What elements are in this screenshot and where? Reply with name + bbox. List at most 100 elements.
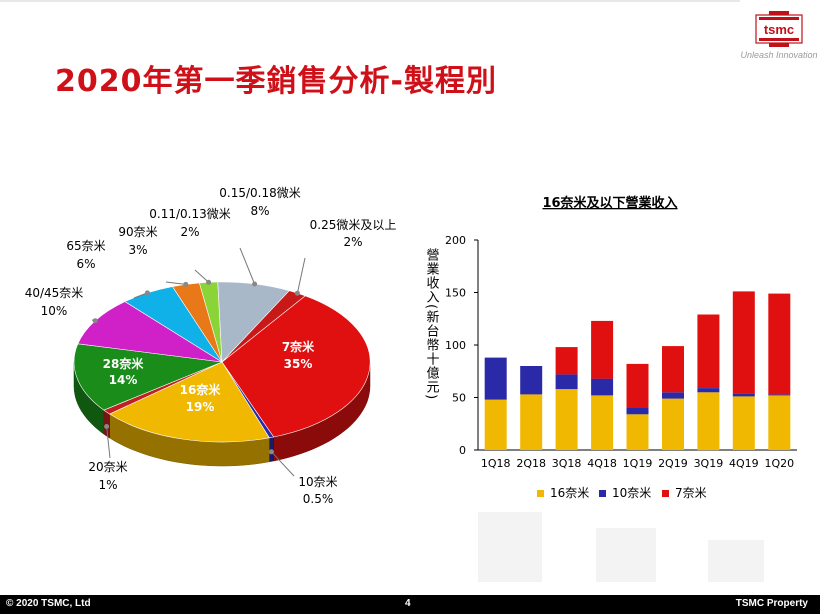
pie-slice-n7 xyxy=(221,295,371,438)
x-tick-label-2Q19: 2Q19 xyxy=(658,457,688,470)
bar-10nm-1Q20 xyxy=(768,394,791,396)
bar-16nm-3Q19 xyxy=(697,392,720,451)
bar-10nm-4Q19 xyxy=(732,393,755,397)
pie-label-n90-name: 90奈米 xyxy=(118,225,157,239)
bar-chart: 16奈米及以下營業收入 營業收入(新台幣十億元) 0 50 100 150 200 1Q… xyxy=(424,195,797,500)
page-title: 2020年第一季銷售分析-製程別 xyxy=(55,64,497,99)
pie-label-n10-name: 10奈米 xyxy=(298,475,337,489)
bar-16nm-1Q19 xyxy=(626,414,649,450)
pie-label-n011-pct: 2% xyxy=(180,225,199,239)
pie-label-n7-pct: 35% xyxy=(284,357,313,371)
pie-label-n10-pct: 0.5% xyxy=(303,492,334,506)
y-tick-label: 50 xyxy=(452,392,466,405)
pie-slice-n28 xyxy=(73,343,224,411)
pie-label-n40-name: 40/45奈米 xyxy=(25,286,84,300)
pie-label-n90-pct: 3% xyxy=(128,243,147,257)
tsmc-logo: tsmc xyxy=(755,11,803,47)
x-tick-label-1Q18: 1Q18 xyxy=(481,457,511,470)
bar-chart-title: 16奈米及以下營業收入 xyxy=(542,195,677,211)
legend-swatch-7nm xyxy=(662,490,669,497)
pie-label-n011-name: 0.11/0.13微米 xyxy=(149,207,230,221)
pie-label-n20-pct: 1% xyxy=(98,478,117,492)
tagline: Unleash Innovation xyxy=(740,50,818,60)
pie-leader-n025 xyxy=(296,257,306,294)
pie-leader-n10 xyxy=(271,451,295,477)
bar-16nm-2Q19 xyxy=(662,398,684,450)
bar-10nm-2Q18 xyxy=(520,366,543,395)
pie-leader-dot-n011 xyxy=(206,279,212,285)
pie-leader-n20 xyxy=(106,426,111,459)
pie-label-n20-name: 20奈米 xyxy=(88,460,127,474)
bar-16nm-2Q18 xyxy=(520,394,543,450)
x-tick-label-2Q18: 2Q18 xyxy=(516,457,546,470)
bar-7nm-1Q20 xyxy=(768,293,791,395)
pie-label-n16-name: 16奈米 xyxy=(180,382,222,397)
pie-leader-dot-n20 xyxy=(104,424,110,429)
bar-chart-ylabel: 營業收入(新台幣十億元) xyxy=(424,248,440,400)
top-divider xyxy=(0,0,740,2)
pie-leader-n90 xyxy=(165,281,186,285)
pie-label-n28-pct: 14% xyxy=(109,373,138,387)
bar-16nm-3Q18 xyxy=(555,389,578,450)
bar-10nm-1Q19 xyxy=(626,408,649,415)
bg-decor-block xyxy=(478,512,542,582)
footer-property: TSMC Property xyxy=(735,598,808,609)
bar-10nm-3Q19 xyxy=(697,388,720,393)
x-tick-label-3Q19: 3Q19 xyxy=(694,457,724,470)
pie-label-n40-pct: 10% xyxy=(41,304,68,318)
pie-leader-dot-n015 xyxy=(252,281,258,287)
footer-copyright: © 2020 TSMC, Ltd xyxy=(6,598,91,609)
bar-7nm-4Q18 xyxy=(591,320,614,379)
bg-decor-block xyxy=(708,540,764,582)
x-tick-label-4Q18: 4Q18 xyxy=(587,457,617,470)
pie-leader-dot-n90 xyxy=(183,281,189,287)
pie-label-n025-pct: 2% xyxy=(343,235,362,249)
y-tick-label: 200 xyxy=(445,234,466,247)
y-tick-label: 150 xyxy=(445,287,466,300)
bar-16nm-1Q18 xyxy=(484,399,507,450)
bar-chart-legend: 16奈米 10奈米 7奈米 xyxy=(537,486,707,500)
bar-7nm-4Q19 xyxy=(732,291,755,394)
bar-16nm-1Q20 xyxy=(768,395,791,450)
pie-leader-n011 xyxy=(194,269,209,283)
chart-canvas: 7奈米 35% 10奈米 0.5% 16奈米 19% 20奈米 1% 28奈米 … xyxy=(25,186,797,506)
y-tick-label: 0 xyxy=(459,444,466,457)
pie-label-n16-pct: 19% xyxy=(186,400,215,414)
legend-label-10nm: 10奈米 xyxy=(612,486,651,500)
pie-leader-dot-n025 xyxy=(294,290,300,296)
legend-swatch-10nm xyxy=(599,490,606,497)
bar-10nm-3Q18 xyxy=(555,374,578,390)
footer-page-number: 4 xyxy=(405,598,411,609)
pie-label-n015-name: 0.15/0.18微米 xyxy=(219,186,300,200)
pie-leader-dot-n40 xyxy=(92,318,98,324)
bar-16nm-4Q19 xyxy=(732,396,755,450)
x-tick-label-1Q20: 1Q20 xyxy=(764,457,794,470)
x-tick-label-1Q19: 1Q19 xyxy=(623,457,653,470)
x-tick-label-4Q19: 4Q19 xyxy=(729,457,759,470)
pie-label-n025-name: 0.25微米及以上 xyxy=(310,218,397,232)
bar-7nm-3Q18 xyxy=(555,347,578,375)
x-tick-label-3Q18: 3Q18 xyxy=(552,457,582,470)
bar-10nm-1Q18 xyxy=(484,357,507,400)
pie-label-n65-pct: 6% xyxy=(76,257,95,271)
bar-7nm-1Q19 xyxy=(626,363,649,408)
pie-leader-n015 xyxy=(239,247,256,285)
pie-chart: 7奈米 35% 10奈米 0.5% 16奈米 19% 20奈米 1% 28奈米 … xyxy=(25,186,397,506)
pie-label-n015-pct: 8% xyxy=(250,204,269,218)
pie-label-n28-name: 28奈米 xyxy=(103,356,145,371)
legend-swatch-16nm xyxy=(537,490,544,497)
bar-10nm-2Q19 xyxy=(662,392,684,399)
y-tick-label: 100 xyxy=(445,339,466,352)
bar-10nm-4Q18 xyxy=(591,378,614,396)
pie-label-n65-name: 65奈米 xyxy=(66,239,105,253)
legend-label-16nm: 16奈米 xyxy=(550,486,589,500)
footer-bar: © 2020 TSMC, Ltd 4 TSMC Property xyxy=(0,595,820,614)
bar-7nm-2Q19 xyxy=(662,346,684,393)
legend-label-7nm: 7奈米 xyxy=(675,486,707,500)
pie-label-n7-name: 7奈米 xyxy=(282,339,315,354)
bg-decor-block xyxy=(596,528,656,582)
pie-leader-dot-n65 xyxy=(144,290,150,296)
bar-16nm-4Q18 xyxy=(591,395,614,450)
pie-leader-dot-n10 xyxy=(269,449,274,455)
logo-text: tsmc xyxy=(764,22,794,37)
